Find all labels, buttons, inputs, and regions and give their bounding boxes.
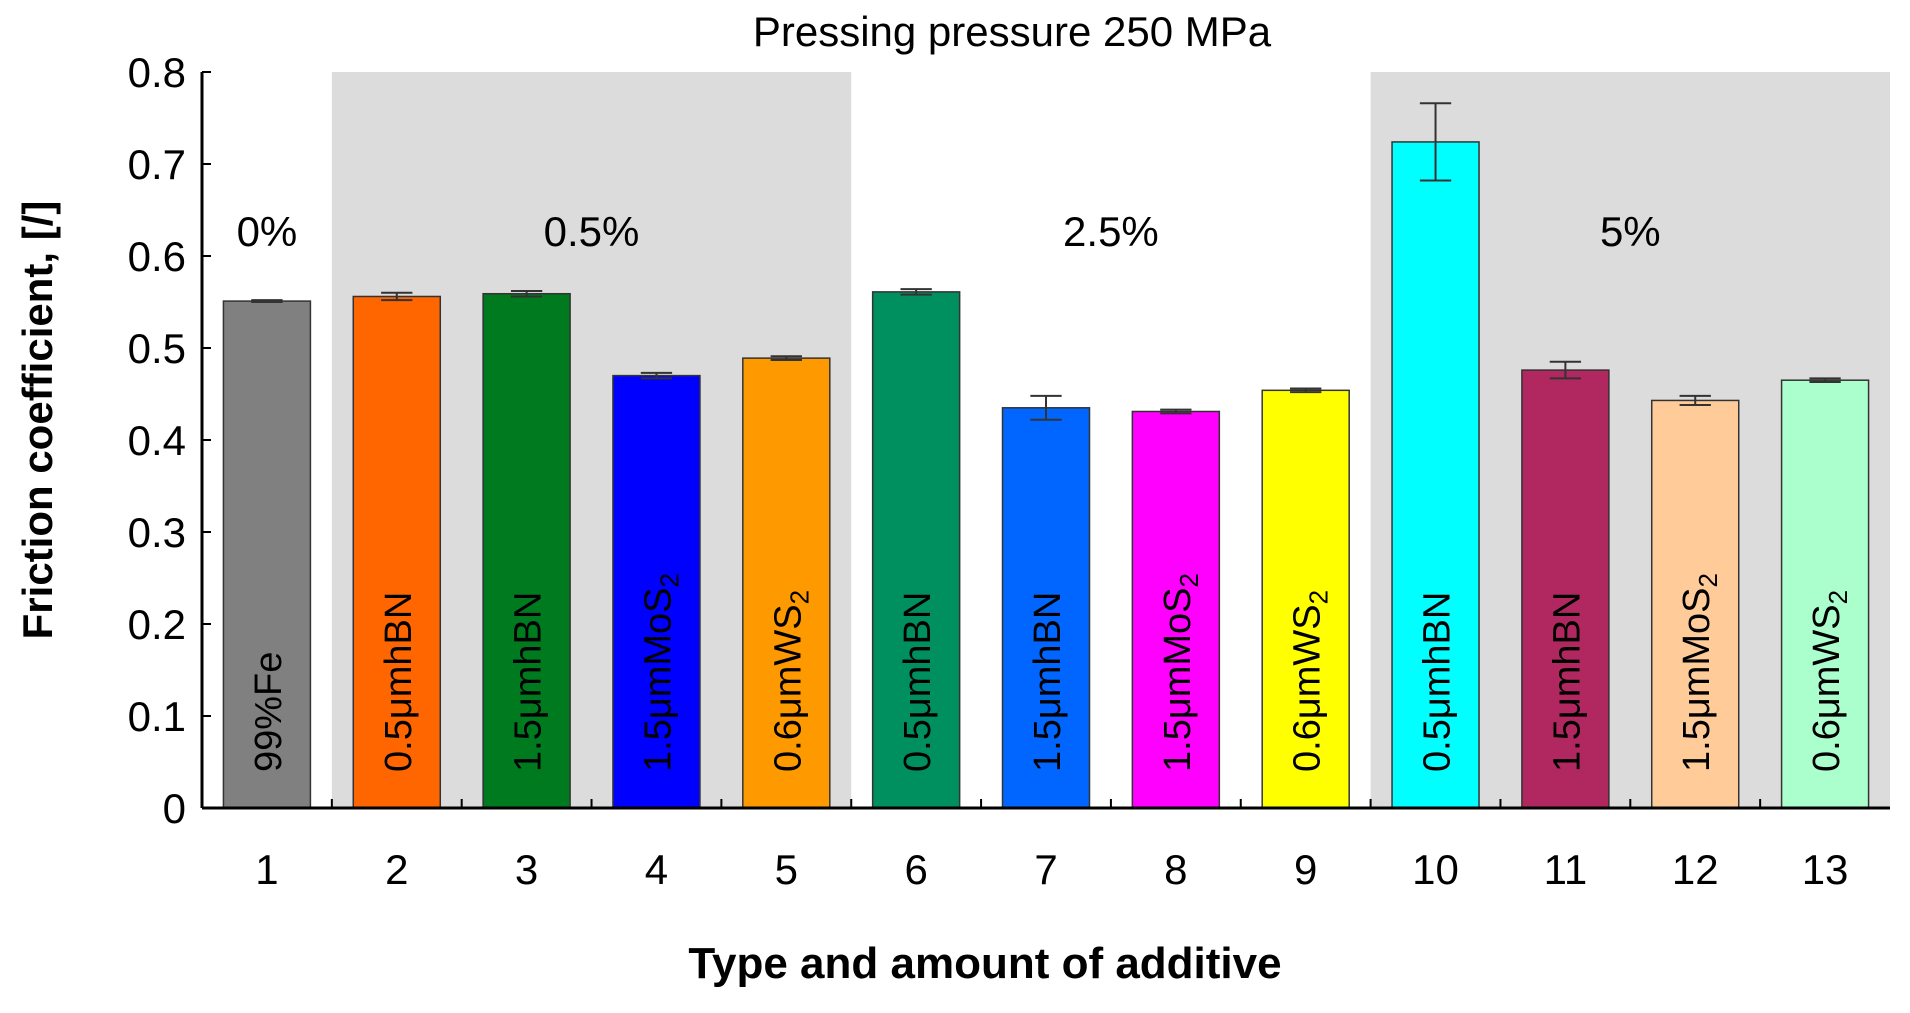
group-label: 0% [237,208,298,255]
bar-inner-label-subscript: 2 [1174,573,1204,587]
x-tick-label: 3 [515,846,538,893]
x-tick-label: 11 [1544,846,1588,893]
bar-inner-label: 1.5μmhBN [1027,592,1069,772]
y-tick-label: 0.6 [128,233,186,280]
y-tick-label: 0.4 [128,417,186,464]
bar-inner-label: 0.5μmhBN [378,592,420,772]
bar [1261,389,1350,809]
text-layer: Pressing pressure 250 MPa Type and amoun… [14,8,1853,988]
axes-layer [200,71,1890,810]
bars-layer [222,102,1870,809]
bar-inner-label: 1.5μmMoS2 [1157,573,1204,772]
x-tick-label: 12 [1672,846,1719,893]
bar [1391,141,1480,809]
bar [742,357,831,809]
bar-inner-label: 0.6μmWS2 [1287,590,1334,772]
y-tick-label: 0.3 [128,509,186,556]
bar-inner-label: 0.6μmWS2 [767,590,814,772]
y-axis-label: Friction coefficient, [/] [14,201,61,640]
x-tick-label: 8 [1164,846,1187,893]
x-tick-label: 5 [775,846,798,893]
x-tick-label: 4 [645,846,668,893]
bar-inner-label: 1.5μmMoS2 [637,573,684,772]
bar [1131,410,1221,809]
bar-inner-label: 0.6μmWS2 [1806,590,1853,772]
bar-inner-label: 1.5μmhBN [1546,592,1588,772]
y-tick-label: 0.7 [128,141,186,188]
bar-inner-label: 99%Fe [248,652,290,772]
x-tick-label: 6 [904,846,927,893]
y-tick-label: 0.8 [128,49,186,96]
bar-inner-label-subscript: 2 [784,590,814,604]
x-tick-label: 7 [1034,846,1057,893]
bar [1650,399,1740,809]
bar-inner-label-subscript: 2 [1823,590,1853,604]
group-label: 5% [1600,208,1661,255]
x-tick-label: 10 [1412,846,1459,893]
bar-inner-label: 0.5μmhBN [897,592,939,772]
y-tick-label: 0.5 [128,325,186,372]
chart-title: Pressing pressure 250 MPa [753,8,1272,55]
bar [1780,379,1870,809]
bar-inner-label-subscript: 2 [1693,573,1723,587]
bar-inner-label-subscript: 2 [1304,590,1334,604]
y-tick-label: 0.1 [128,693,186,740]
bar-inner-label: 0.5μmhBN [1417,592,1459,772]
x-tick-label: 2 [385,846,408,893]
y-tick-label: 0 [163,785,186,832]
bar [612,374,701,809]
bar-inner-label-subscript: 2 [654,573,684,587]
x-tick-label: 9 [1294,846,1317,893]
y-tick-label: 0.2 [128,601,186,648]
x-tick-label: 13 [1802,846,1849,893]
group-label: 0.5% [544,208,640,255]
x-axis-label: Type and amount of additive [688,939,1281,988]
bar-inner-label: 1.5μmhBN [508,592,550,772]
bar [1001,407,1091,809]
x-tick-label: 1 [255,846,278,893]
group-label: 2.5% [1063,208,1159,255]
bar-inner-label: 1.5μmMoS2 [1676,573,1723,772]
